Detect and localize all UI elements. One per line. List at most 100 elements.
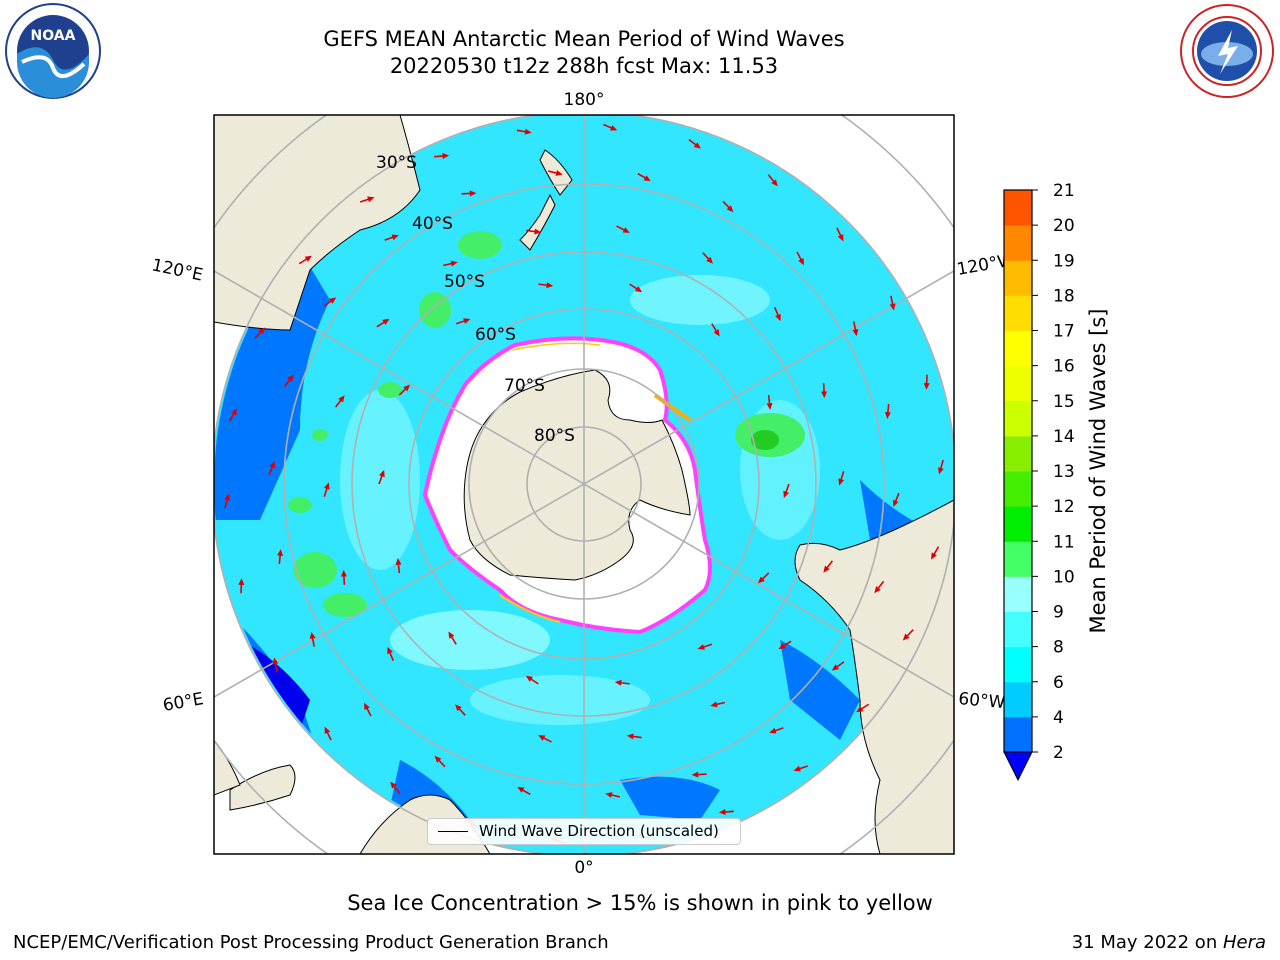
wave-vector-head: [930, 552, 937, 560]
lon-label-60w: 60°W: [958, 689, 1007, 713]
wave-vector-head: [783, 490, 789, 499]
wave-vector-head: [757, 576, 765, 584]
wave-vector-head: [852, 329, 859, 337]
wave-vector-head: [837, 234, 844, 242]
lon-label-60e: 60°E: [161, 689, 205, 716]
wave-vector-head: [387, 646, 393, 655]
land-south-america: [794, 499, 954, 854]
wave-vector-head: [726, 205, 734, 213]
wave-vector-head: [524, 128, 532, 135]
wave-vector-head: [793, 765, 801, 772]
lat-label-40s: 40°S: [412, 214, 453, 234]
wave-vector-head: [622, 227, 630, 233]
wave-vector-head: [831, 664, 839, 671]
wave-vector-head: [323, 482, 330, 490]
wave-vector-head: [555, 170, 563, 176]
wave-vector-head: [605, 792, 613, 798]
wave-vector-head: [450, 260, 458, 267]
wave-vector-head: [367, 196, 375, 203]
lon-label-120e: 120°E: [150, 255, 205, 285]
wave-vector-head: [442, 153, 450, 159]
wave-vector-head: [329, 297, 337, 304]
lon-label-0: 0°: [574, 858, 593, 878]
wave-vector-head: [309, 631, 316, 639]
sea-ice-note: Sea Ice Concentration > 15% is shown in …: [347, 891, 933, 915]
wave-vector-head: [938, 467, 944, 475]
wave-vector-head: [838, 478, 845, 486]
wave-vector-head: [379, 469, 385, 478]
lon-label-120w: 120°W: [955, 250, 1016, 280]
wave-vector-head: [778, 643, 786, 650]
svg-text:NOAA: NOAA: [31, 28, 76, 44]
footer-host: Hera: [1222, 932, 1266, 953]
footer-date: 31 May 2022 on Hera: [1072, 932, 1266, 953]
chart-title: GEFS MEAN Antarctic Mean Period of Wind …: [323, 27, 845, 51]
wave-vector-head: [364, 702, 370, 710]
wave-vector-head: [693, 142, 701, 149]
wave-vector-head: [884, 412, 891, 419]
wave-vector-head: [893, 499, 899, 508]
wave-vector-head: [546, 282, 554, 289]
map-legend: Wind Wave Direction (unscaled): [427, 818, 741, 845]
wave-vector-head: [287, 374, 294, 382]
wave-vector-head: [769, 727, 777, 734]
noaa-logo: NOAA: [5, 3, 101, 99]
wave-vector-head: [525, 675, 534, 682]
wave-vector-head: [856, 706, 864, 713]
wave-vector-head: [434, 755, 442, 763]
wave-vector-head: [395, 558, 402, 565]
wave-vector-head: [534, 228, 542, 235]
lat-label-50s: 50°S: [444, 272, 485, 292]
wave-vector-head: [272, 657, 279, 665]
wave-vector-head: [517, 786, 525, 793]
wind-wave-vectors: [224, 123, 944, 845]
wave-vector-head: [391, 234, 399, 241]
wave-vector-head: [614, 679, 622, 686]
wave-vector-head: [643, 175, 651, 182]
wave-vector-head: [463, 318, 471, 324]
wave-vector-head: [718, 809, 726, 815]
wave-vector-head: [798, 258, 804, 266]
lat-label-60s: 60°S: [475, 325, 516, 345]
legend-line-sample: [438, 831, 468, 832]
wave-vector-head: [382, 318, 390, 325]
wave-vector-head: [691, 771, 699, 778]
lat-label-70s: 70°S: [504, 376, 545, 396]
lon-label-180: 180°: [564, 90, 605, 110]
wave-vector-head: [469, 190, 477, 197]
wave-vector-head: [609, 125, 618, 131]
wave-vector-head: [710, 701, 718, 708]
wave-vector-head: [258, 327, 266, 335]
wave-vector-head: [390, 781, 397, 789]
wave-vector-head: [902, 633, 910, 641]
wave-vector-head: [634, 286, 643, 293]
land-australia: [214, 115, 421, 331]
wave-vector-head: [821, 391, 828, 399]
wave-vector-head: [269, 460, 275, 469]
lat-label-30s: 30°S: [376, 153, 417, 173]
wave-vector-head: [766, 403, 773, 410]
wave-vector-head: [923, 382, 930, 390]
wave-vector-head: [304, 255, 312, 262]
wave-vector-head: [874, 586, 881, 594]
wave-vector-head: [771, 179, 778, 187]
wave-vector-head: [775, 313, 781, 322]
legend-label: Wind Wave Direction (unscaled): [479, 822, 719, 840]
wave-vector-head: [324, 726, 331, 734]
wave-vector-head: [231, 408, 238, 416]
wave-vector-head: [238, 578, 245, 586]
wave-vector-head: [224, 493, 230, 501]
wave-vector-head: [448, 631, 455, 639]
wave-vector-head: [713, 329, 720, 337]
wave-vector-head: [403, 384, 411, 392]
footer-producer: NCEP/EMC/Verification Post Processing Pr…: [13, 932, 609, 953]
wave-vector-head: [538, 735, 546, 741]
chart-subtitle: 20220530 t12z 288h fcst Max: 11.53: [389, 54, 779, 78]
wave-vector-head: [706, 256, 713, 264]
wave-vector-head: [889, 303, 896, 311]
wave-vector-head: [823, 565, 830, 573]
graticule: [214, 115, 954, 854]
wave-vector-head: [455, 704, 462, 712]
wave-vector-head: [338, 395, 345, 403]
